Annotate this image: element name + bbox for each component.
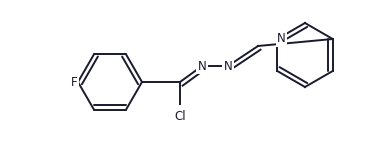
Text: F: F xyxy=(71,75,78,88)
Text: N: N xyxy=(198,60,206,72)
Text: N: N xyxy=(277,33,286,45)
Text: N: N xyxy=(224,60,232,72)
Text: Cl: Cl xyxy=(174,110,186,123)
